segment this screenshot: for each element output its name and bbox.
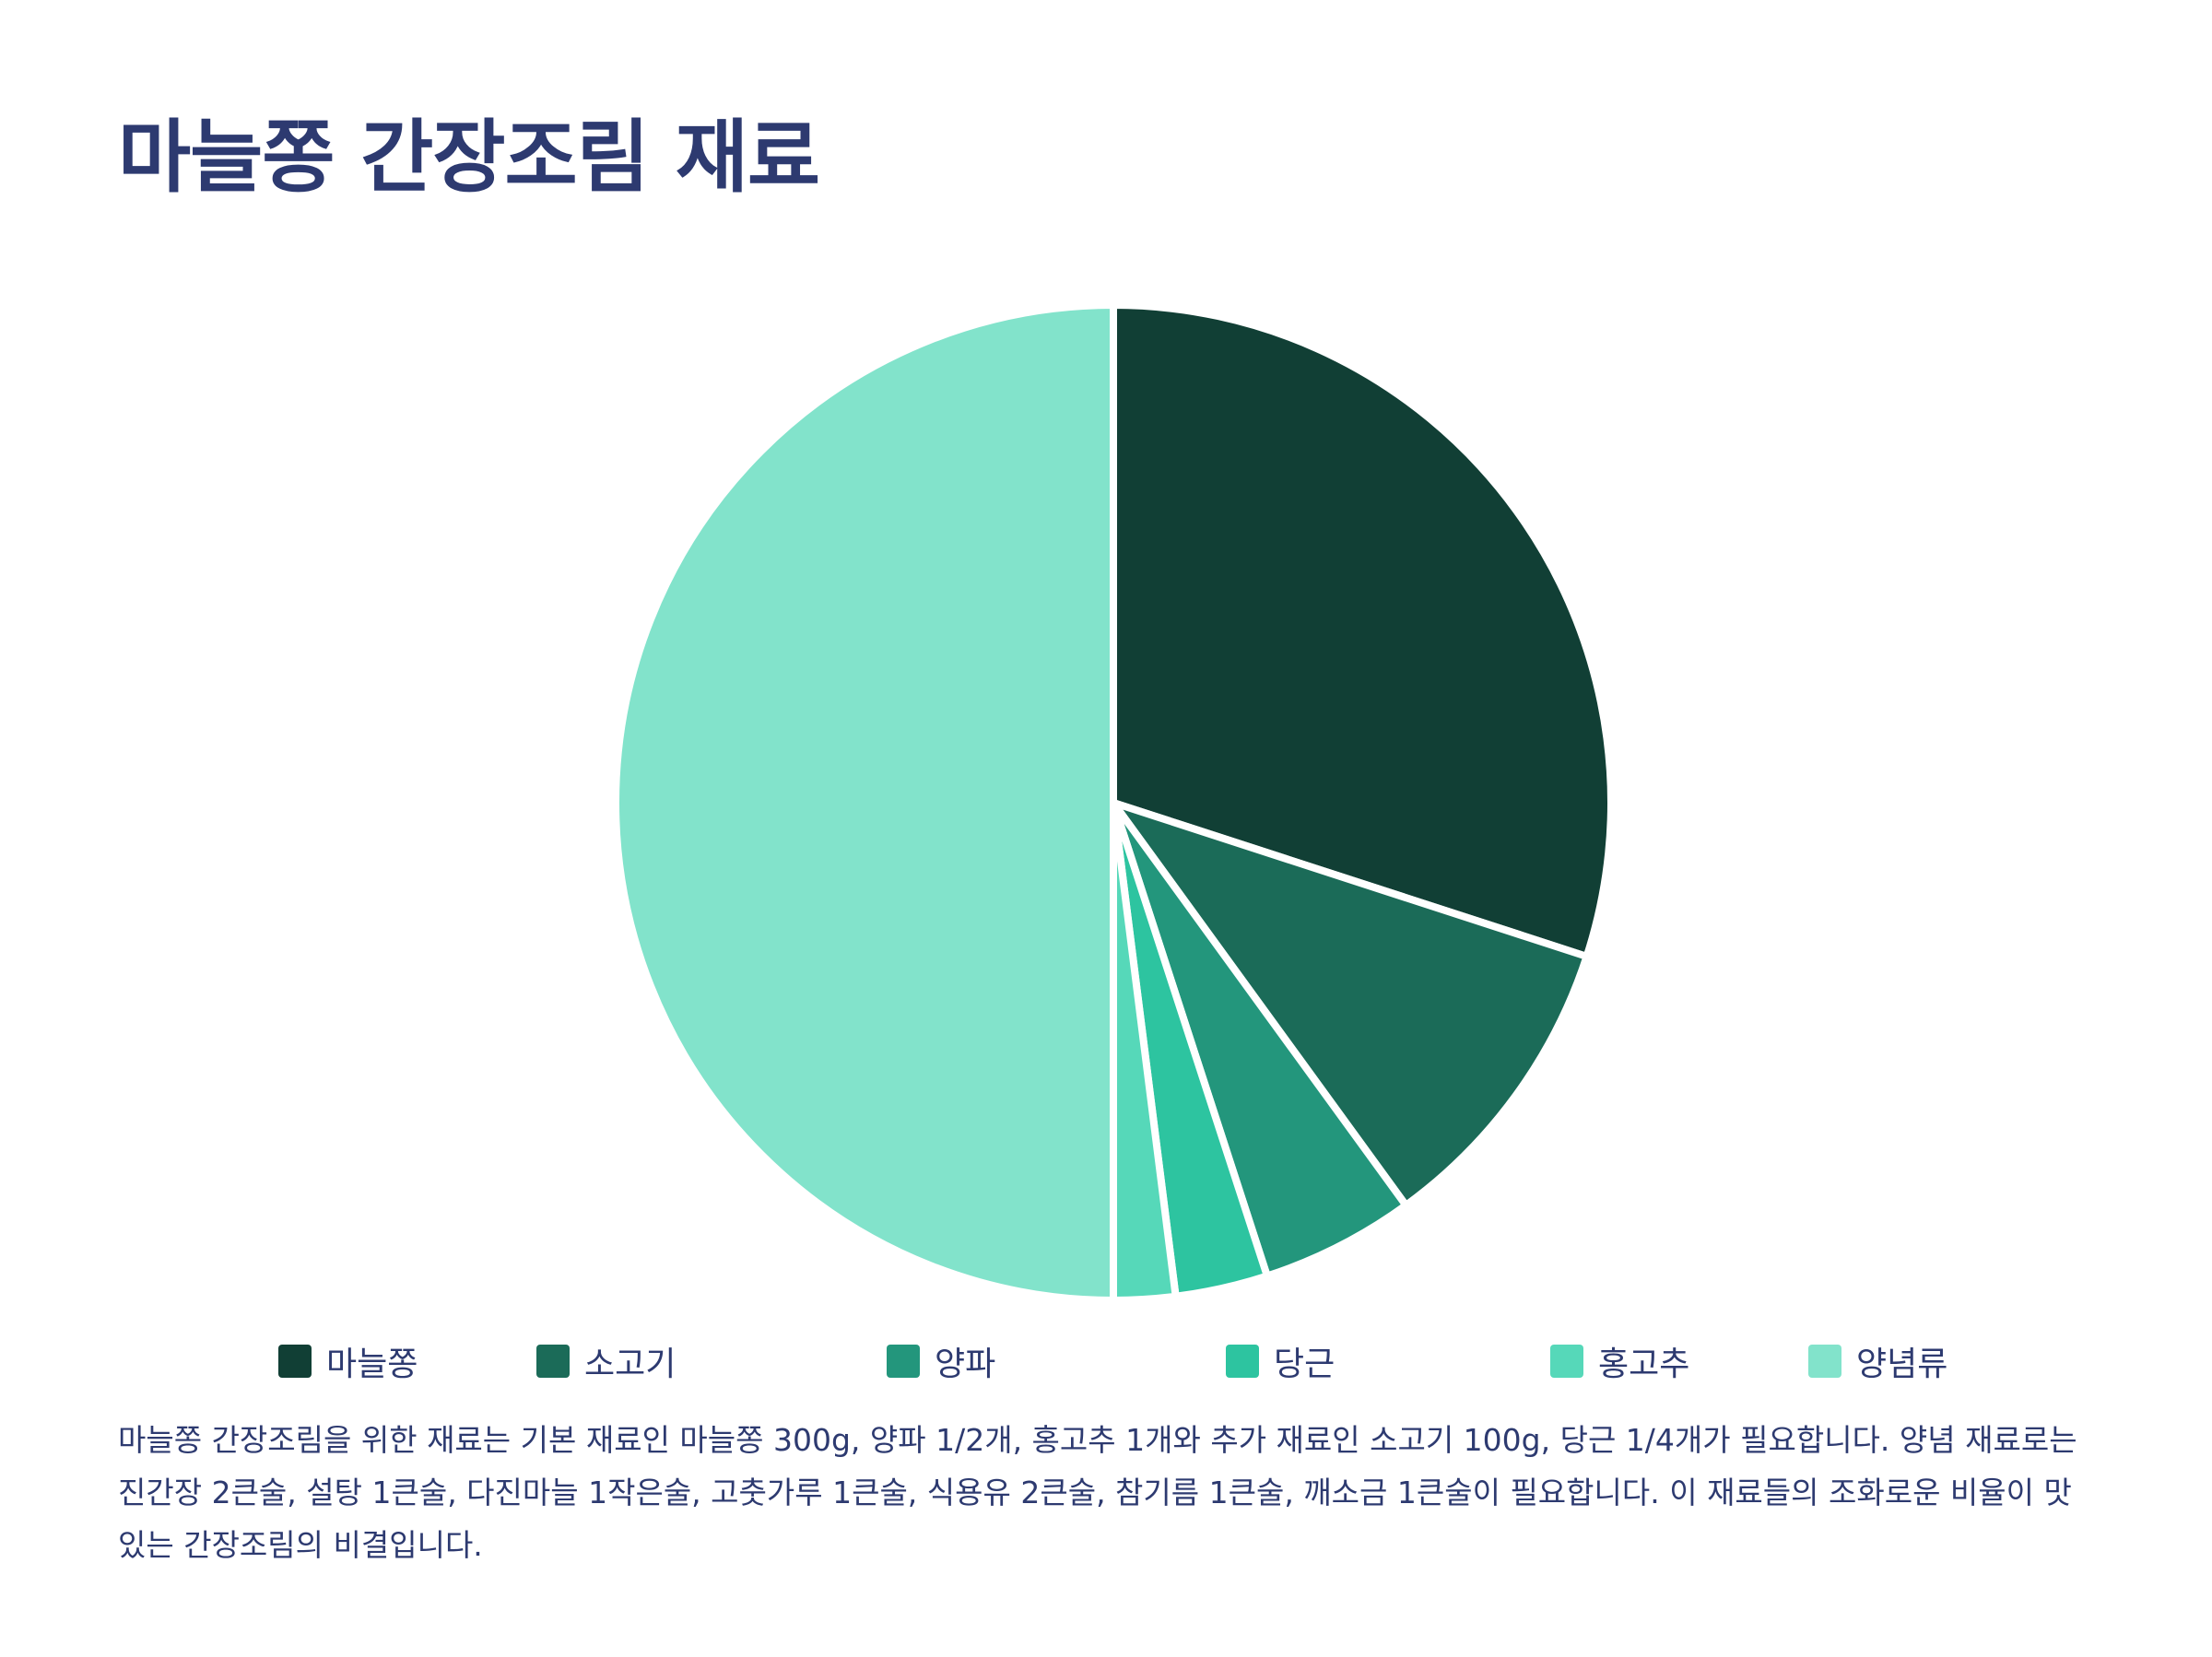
chart-description: 마늘쫑 간장조림을 위한 재료는 기본 재료인 마늘쫑 300g, 양파 1/2…	[118, 1422, 2077, 1563]
legend-swatch	[1808, 1345, 1841, 1378]
legend-item-red-pepper: 홍고추	[1550, 1338, 1689, 1384]
chart-legend: 마늘쫑 소고기 양파 당근 홍고추 양념류	[0, 1338, 2212, 1384]
page-title: 마늘쫑 간장조림 재료	[118, 112, 820, 204]
legend-label: 마늘쫑	[326, 1346, 418, 1383]
legend-swatch	[278, 1345, 312, 1378]
pie-slice-양념류	[612, 301, 1117, 1304]
legend-label: 소고기	[584, 1346, 677, 1383]
pie-slice-소고기	[1110, 799, 1591, 1209]
legend-item-garlic-scape: 마늘쫑	[278, 1338, 418, 1384]
legend-swatch	[1226, 1345, 1259, 1378]
legend-item-carrot: 당근	[1226, 1338, 1335, 1384]
legend-label: 홍고추	[1598, 1346, 1690, 1383]
legend-label: 양파	[935, 1346, 996, 1383]
pie-chart	[612, 301, 1615, 1304]
legend-label: 양념류	[1856, 1346, 1948, 1383]
legend-item-onion: 양파	[887, 1338, 995, 1384]
legend-swatch	[536, 1345, 570, 1378]
legend-swatch	[1550, 1345, 1583, 1378]
pie-slice-마늘쫑	[1110, 301, 1615, 960]
legend-item-beef: 소고기	[536, 1338, 676, 1384]
legend-label: 당근	[1274, 1346, 1335, 1383]
legend-item-seasoning: 양념류	[1808, 1338, 1947, 1384]
legend-swatch	[887, 1345, 920, 1378]
